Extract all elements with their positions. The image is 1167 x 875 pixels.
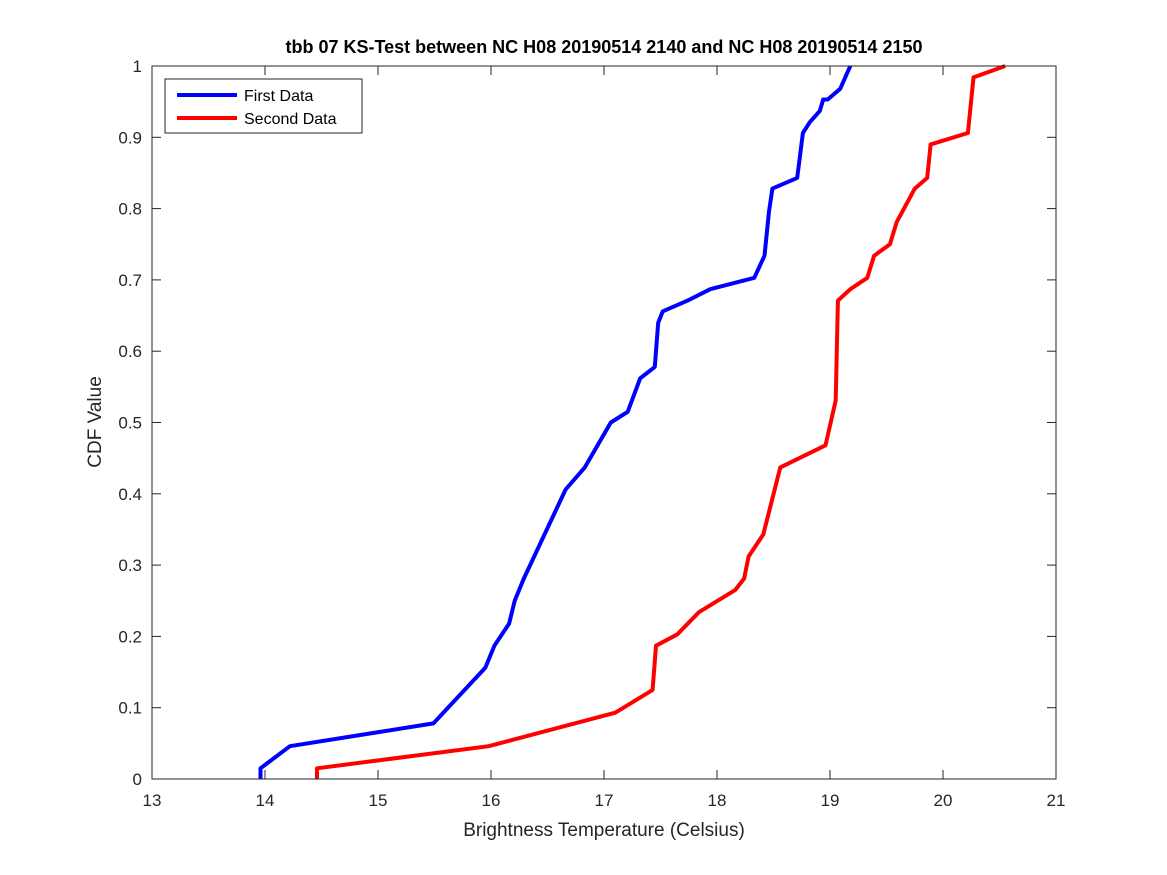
y-tick-label: 0.5: [118, 414, 142, 433]
x-tick-label: 16: [482, 791, 501, 810]
x-tick-label: 21: [1047, 791, 1066, 810]
legend-label-2: Second Data: [244, 111, 337, 128]
chart-title: tbb 07 KS-Test between NC H08 20190514 2…: [285, 37, 922, 57]
x-tick-label: 18: [708, 791, 727, 810]
series-line-2: [315, 64, 1006, 779]
plot-area: [152, 66, 1056, 779]
axes-layer: 13 14 15 16 17 18 19 20 21 0 0.1 0.2 0.3 0.4 0.5 0.6 0.7…: [118, 57, 1065, 810]
x-tick-label: 15: [369, 791, 388, 810]
series-line-1: [258, 65, 853, 779]
y-tick-label: 0: [133, 770, 142, 789]
y-tick-label: 1: [133, 57, 142, 76]
legend-label-1: First Data: [244, 88, 313, 105]
y-tick-label: 0.8: [118, 200, 142, 219]
y-tick-label: 0.9: [118, 128, 142, 147]
y-tick-label: 0.1: [118, 699, 142, 718]
y-tick-label: 0.2: [118, 627, 142, 646]
x-tick-label: 13: [143, 791, 162, 810]
x-axis-label: Brightness Temperature (Celsius): [463, 820, 745, 841]
x-tick-label: 20: [934, 791, 953, 810]
x-tick-label: 14: [256, 791, 275, 810]
y-tick-label: 0.6: [118, 342, 142, 361]
y-tick-label: 0.7: [118, 271, 142, 290]
plot-background: [152, 66, 1056, 779]
series-layer: [258, 64, 1006, 779]
y-axis-label: CDF Value: [85, 376, 106, 468]
x-tick-label: 17: [595, 791, 614, 810]
x-tick-label: 19: [821, 791, 840, 810]
y-tick-label: 0.4: [118, 485, 142, 504]
y-tick-label: 0.3: [118, 556, 142, 575]
legend: First Data Second Data: [164, 78, 363, 134]
legend-box: [164, 78, 363, 134]
